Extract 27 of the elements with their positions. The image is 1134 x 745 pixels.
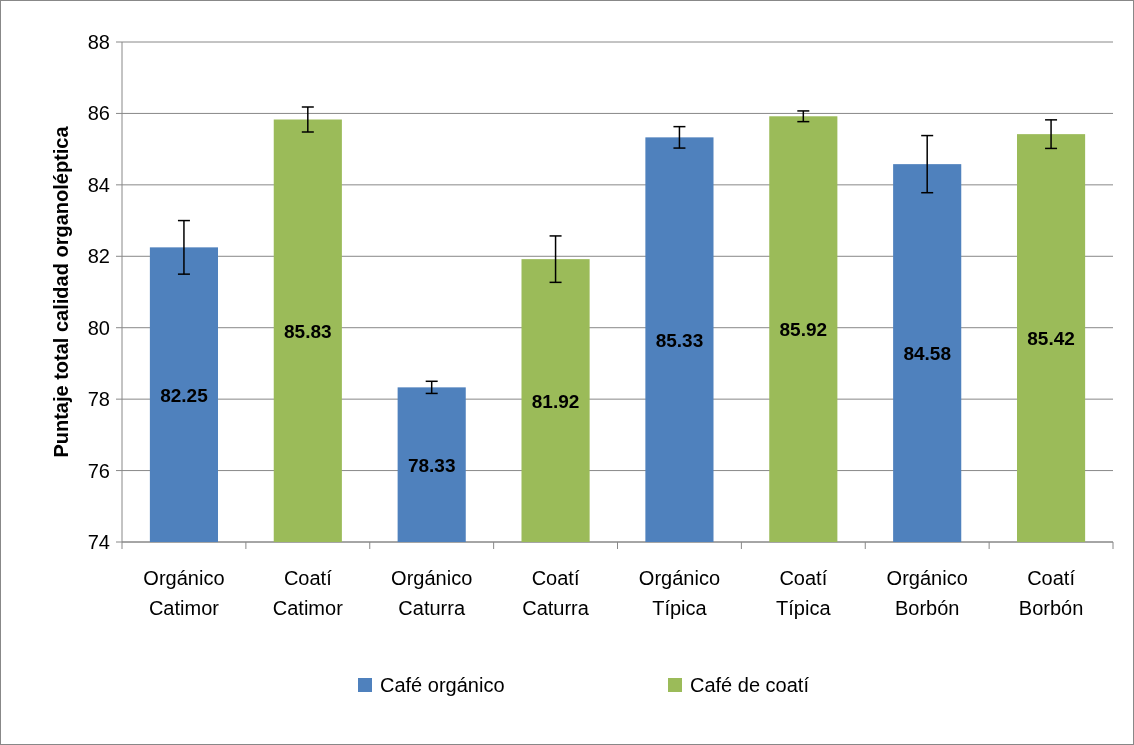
x-tick-label: Orgánico Catimor <box>143 567 225 619</box>
legend-label: Café de coatí <box>690 674 810 696</box>
data-label: 78.33 <box>407 454 456 476</box>
y-axis-title: Puntaje total calidad organoléptica <box>50 125 72 458</box>
data-label: 85.33 <box>655 329 704 351</box>
x-tick-label: Coatí Caturra <box>522 567 590 619</box>
data-label: 81.92 <box>531 390 580 412</box>
y-tick-label: 86 <box>87 102 110 125</box>
y-tick-label: 80 <box>87 316 110 339</box>
data-label: 85.83 <box>284 320 332 342</box>
y-tick-label: 78 <box>87 388 110 411</box>
x-tick-label: Coatí Borbón <box>1018 567 1084 619</box>
x-tick-label: Coatí Catimor <box>272 567 344 619</box>
data-label: 84.58 <box>903 343 951 365</box>
data-label: 85.92 <box>779 319 828 341</box>
data-label: 85.42 <box>1027 328 1075 350</box>
y-tick-label: 82 <box>87 245 110 268</box>
y-tick-label: 88 <box>87 31 110 53</box>
y-tick-label: 84 <box>87 173 110 196</box>
legend-label: Café orgánico <box>380 674 505 696</box>
y-tick-label: 76 <box>87 459 110 482</box>
y-tick-label: 74 <box>87 531 110 553</box>
x-tick-label: Orgánico Caturra <box>391 567 473 619</box>
x-tick-label: Coatí Típica <box>776 567 832 619</box>
x-tick-label: Orgánico Borbón <box>886 567 968 619</box>
data-label: 82.25 <box>160 384 209 406</box>
x-tick-label: Orgánico Típica <box>638 567 721 619</box>
